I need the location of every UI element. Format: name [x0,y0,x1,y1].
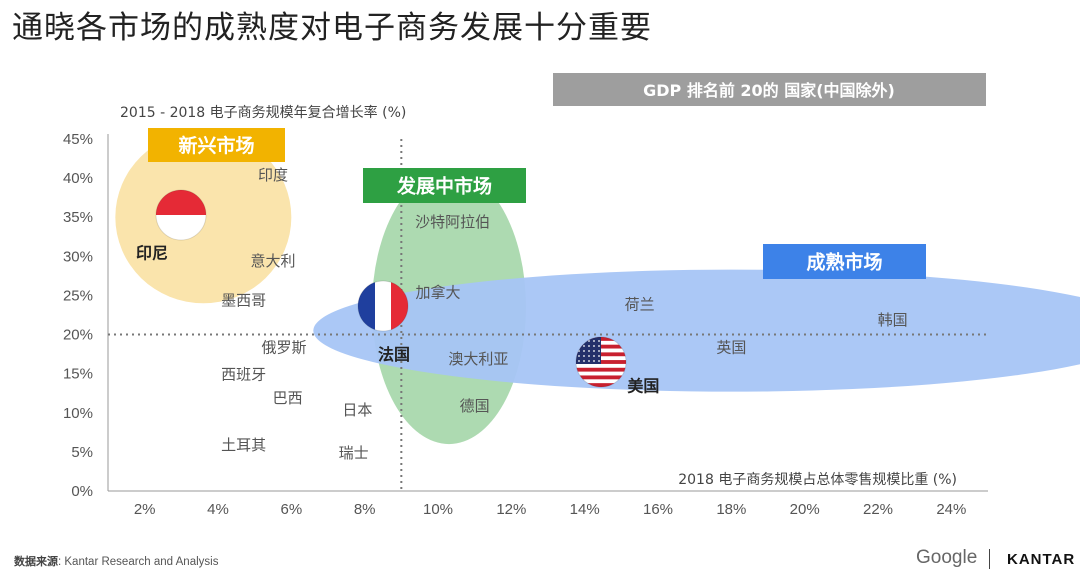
flag-stripe [576,371,626,376]
point-label: 印度 [258,166,288,184]
point-label: 荷兰 [625,295,655,313]
point-label: 巴西 [273,389,303,407]
flag-star [593,360,595,362]
x-tick-label: 14% [570,501,600,518]
flag-star [598,345,600,347]
flag-star [598,350,600,352]
flag-rim [575,336,627,388]
y-tick-label: 40% [63,170,93,187]
y-tick-label: 45% [63,131,93,148]
flag-white-band [375,281,391,331]
flag-stripe [576,363,626,369]
flag-star [578,355,580,357]
y-tick-label: 5% [71,444,93,461]
flag-star [588,360,590,362]
flag-star [578,360,580,362]
y-axis-label: 2015 - 2018 电子商务规模年复合增长率 (%) [120,104,406,121]
chart-title-banner [553,73,986,106]
kantar-logo: KANTAR [1007,551,1076,568]
point-label: 加拿大 [415,284,460,302]
point-label: 澳大利亚 [448,350,508,368]
flag-indonesia-icon [155,189,207,241]
flag-star [583,350,585,352]
chart-title: GDP 排名前 20的 国家(中国除外) [643,81,895,100]
point-label: 日本 [342,401,372,419]
source-note: 数据来源: Kantar Research and Analysis [14,553,218,569]
point-label: 沙特阿拉伯 [415,213,490,231]
y-tick-label: 10% [63,405,93,422]
flag-star [588,350,590,352]
flag-star [583,360,585,362]
x-tick-label: 4% [207,501,229,518]
flag-stripe [576,379,626,384]
flag-stripe [576,383,626,387]
x-tick-label: 2% [134,501,156,518]
x-tick-label: 16% [643,501,673,518]
flag-red-band [391,281,408,331]
point-label: 英国 [716,338,746,356]
flag-star [583,345,585,347]
point-label: 墨西哥 [221,291,266,309]
x-tick-label: 8% [354,501,376,518]
flag-blue-band [358,281,375,331]
google-logo: Google [916,547,978,568]
flag-star [598,340,600,342]
flag-france-fill [358,281,408,331]
x-tick-label: 20% [790,501,820,518]
brand-divider [989,549,990,569]
group-label-1: 发展中市场 [396,175,492,198]
source-label: 数据来源 [14,555,58,568]
flag-star [593,340,595,342]
x-tick-label: 24% [936,501,966,518]
point-label: 意大利 [250,252,295,270]
page-title: 通晓各市场的成熟度对电子商务发展十分重要 [12,10,652,46]
flag-star [598,355,600,357]
y-tick-label: 20% [63,327,93,344]
point-label: 西班牙 [221,366,266,384]
y-tick-label: 15% [63,366,93,383]
x-axis-label: 2018 电子商务规模占总体零售规模比重 (%) [678,472,957,488]
flag-stripe [576,367,626,372]
group-label-box-2 [763,244,926,279]
point-label: 瑞士 [339,444,369,462]
flag-star [598,360,600,362]
flag-rim [357,280,409,332]
point-label: 印尼 [136,243,168,262]
point-label: 法国 [378,345,410,364]
flag-star [593,350,595,352]
y-tick-label: 25% [63,287,93,304]
x-tick-label: 6% [280,501,302,518]
point-label: 德国 [460,397,490,415]
x-tick-label: 22% [863,501,893,518]
group-label-box-0 [148,128,285,162]
flag-star [583,355,585,357]
flag-star [588,355,590,357]
flag-star [588,340,590,342]
point-label: 俄罗斯 [261,338,306,356]
x-tick-label: 18% [716,501,746,518]
point-label: 美国 [627,376,659,395]
flag-stripe [576,375,626,380]
y-tick-label: 35% [63,209,93,226]
y-tick-label: 30% [63,248,93,265]
y-tick-label: 0% [71,483,93,500]
flag-star [593,355,595,357]
flag-rim [155,189,207,241]
flag-france-icon [357,280,409,332]
source-text: : Kantar Research and Analysis [58,556,219,568]
point-label: 土耳其 [221,436,266,454]
point-label: 韩国 [878,311,908,329]
flag-star [588,345,590,347]
flag-star [593,345,595,347]
group-label-0: 新兴市场 [178,134,254,157]
flag-usa-icon [575,336,627,388]
x-tick-label: 10% [423,501,453,518]
group-label-box-1 [363,168,526,203]
x-tick-label: 12% [496,501,526,518]
group-ellipse-2 [313,269,1080,392]
group-label-2: 成熟市场 [806,251,882,274]
